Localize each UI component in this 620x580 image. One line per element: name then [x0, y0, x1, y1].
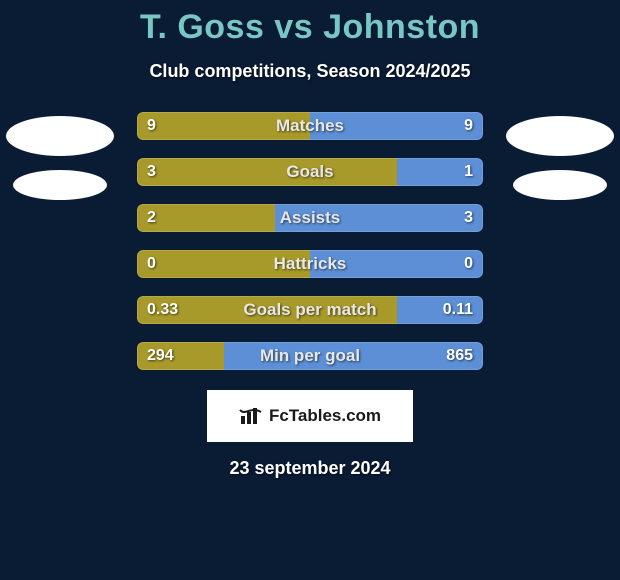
bar-label: Assists [280, 208, 340, 228]
stat-bar: Hattricks 0 0 [137, 250, 483, 278]
page-title: T. Goss vs Johnston [0, 8, 620, 47]
bar-value-left: 9 [147, 117, 156, 135]
bar-value-left: 2 [147, 209, 156, 227]
bar-label: Goals [286, 162, 333, 182]
bar-value-left: 3 [147, 163, 156, 181]
stat-bar: Matches 9 9 [137, 112, 483, 140]
stat-bar: Min per goal 294 865 [137, 342, 483, 370]
bar-value-right: 1 [464, 163, 473, 181]
bar-label: Matches [276, 116, 344, 136]
bar-value-right: 0 [464, 255, 473, 273]
source-badge-text: FcTables.com [269, 406, 381, 426]
player-right-avatar [506, 116, 614, 156]
stat-bars: Matches 9 9 Goals 3 1 Assists 2 3 Hattricks 0 0 Goal… [137, 112, 483, 370]
bar-label: Hattricks [274, 254, 347, 274]
team-left-avatar [13, 170, 107, 200]
team-right-avatar [513, 170, 607, 200]
subtitle: Club competitions, Season 2024/2025 [0, 61, 620, 82]
stat-bar: Assists 2 3 [137, 204, 483, 232]
bar-fill-left [137, 204, 275, 232]
date-text: 23 september 2024 [0, 458, 620, 479]
player-left-avatars [6, 116, 114, 200]
bar-value-left: 0 [147, 255, 156, 273]
bar-value-right: 0.11 [443, 301, 473, 319]
bar-value-right: 9 [464, 117, 473, 135]
source-badge: FcTables.com [207, 390, 413, 442]
comparison-card: T. Goss vs Johnston Club competitions, S… [0, 0, 620, 580]
stat-bar: Goals per match 0.33 0.11 [137, 296, 483, 324]
player-left-avatar [6, 116, 114, 156]
bar-value-left: 0.33 [147, 301, 178, 319]
bar-label: Min per goal [260, 346, 360, 366]
player-right-avatars [506, 116, 614, 200]
bar-label: Goals per match [243, 300, 376, 320]
bar-value-right: 3 [464, 209, 473, 227]
bar-fill-left [137, 158, 397, 186]
chart-icon [239, 406, 263, 426]
bar-value-right: 865 [446, 347, 473, 365]
bar-value-left: 294 [147, 347, 174, 365]
stat-bar: Goals 3 1 [137, 158, 483, 186]
